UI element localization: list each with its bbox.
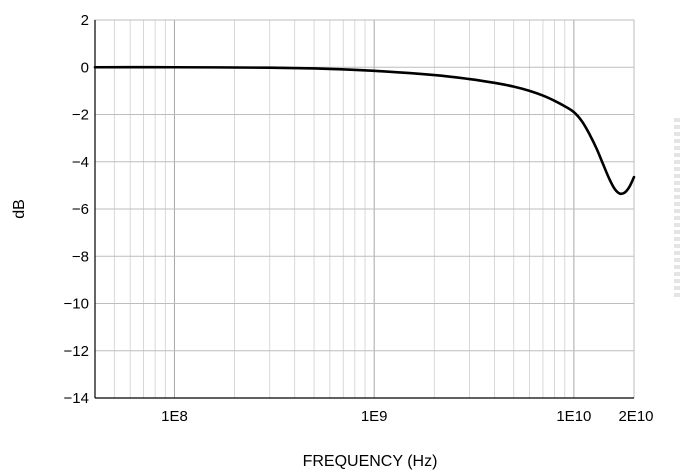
x-tick-label: 2E10: [618, 408, 653, 425]
y-tick-label: 0: [81, 59, 89, 76]
y-tick-label: −10: [64, 296, 89, 313]
y-tick-labels: 2 0 −2 −4 −6 −8 −10 −12 −14: [64, 12, 89, 407]
x-tick-label: 1E9: [361, 408, 388, 425]
y-tick-label: −14: [64, 390, 89, 407]
y-tick-label: −8: [72, 248, 89, 265]
x-axis-label: FREQUENCY (Hz): [303, 453, 438, 470]
y-tick-label: −4: [72, 154, 89, 171]
y-gridlines: [95, 20, 634, 398]
series-line: [95, 67, 634, 194]
y-tick-label: −12: [64, 343, 89, 360]
y-axis-label: dB: [11, 199, 28, 219]
x-tick-labels: 1E8 1E9 1E10 2E10: [161, 408, 653, 425]
x-tick-label: 1E8: [161, 408, 188, 425]
x-tick-label: 1E10: [556, 408, 591, 425]
edge-artifact-mark: [674, 118, 680, 300]
y-tick-label: −2: [72, 107, 89, 124]
y-tick-label: −6: [72, 201, 89, 218]
y-tick-label: 2: [81, 12, 89, 29]
